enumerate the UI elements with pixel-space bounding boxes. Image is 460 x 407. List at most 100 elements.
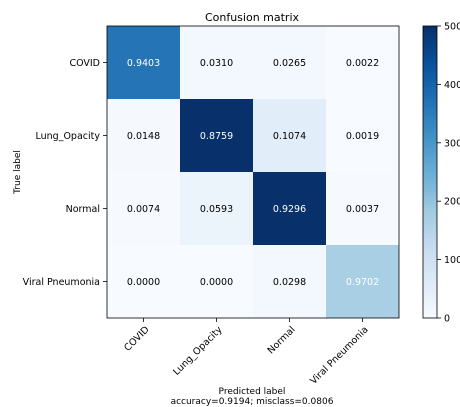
colorbar-segment: [423, 288, 437, 293]
colorbar-segment: [423, 75, 437, 80]
colorbar-segment: [423, 177, 437, 182]
colorbar-segment: [423, 303, 437, 307]
cell-value-label: 0.0265: [273, 58, 306, 69]
colorbar-segment: [423, 145, 437, 150]
colorbar-segment: [423, 166, 437, 170]
colorbar-segment: [423, 28, 437, 33]
colorbar-segment: [423, 122, 437, 126]
colorbar-tick-label: 200: [444, 197, 460, 208]
colorbar-segment: [423, 154, 437, 158]
colorbar-segment: [423, 31, 437, 36]
colorbar-segment: [423, 253, 437, 258]
x-tick-label: Lung_Opacity: [171, 324, 225, 378]
y-axis-label: True label: [13, 150, 23, 195]
colorbar-segment: [423, 113, 437, 118]
cell-value-label: 0.9296: [273, 204, 306, 215]
colorbar-segment: [423, 84, 437, 88]
matrix-cell: [180, 172, 253, 245]
colorbar-segment: [423, 40, 437, 45]
colorbar-segment: [423, 174, 437, 179]
colorbar-segment: [423, 131, 437, 135]
colorbar-segment: [423, 78, 437, 83]
matrix-cell: [253, 172, 326, 245]
cell-value-label: 0.8759: [200, 131, 233, 142]
colorbar-segment: [423, 245, 437, 249]
cell-value-label: 0.0310: [200, 58, 233, 69]
colorbar-segment: [423, 101, 437, 106]
colorbar-segment: [423, 61, 437, 65]
colorbar: 0 100 200 300 400 500: [422, 22, 460, 325]
colorbar-segment: [423, 242, 437, 246]
matrix-cell: [253, 245, 326, 318]
colorbar-segment: [423, 58, 437, 62]
colorbar-segment: [423, 128, 437, 132]
y-tick-label: COVID: [69, 58, 100, 69]
colorbar-segment: [423, 192, 437, 196]
colorbar-segment: [423, 227, 437, 231]
x-tick-label: Normal: [266, 324, 298, 356]
matrix-cell: [180, 245, 253, 318]
colorbar-segment: [423, 265, 437, 269]
colorbar-segment: [423, 160, 437, 164]
colorbar-tick-label: 500: [444, 22, 460, 33]
colorbar-segment: [423, 148, 437, 153]
colorbar-segment: [423, 262, 437, 267]
colorbar-segment: [423, 198, 437, 202]
colorbar-segment: [423, 107, 437, 112]
colorbar-segment: [423, 285, 437, 290]
colorbar-segment: [423, 212, 437, 217]
colorbar-segment: [423, 280, 437, 284]
colorbar-segment: [423, 291, 437, 296]
colorbar-segment: [423, 104, 437, 109]
matrix-cell: [326, 245, 399, 318]
colorbar-tick-label: 300: [444, 138, 460, 149]
colorbar-segment: [423, 236, 437, 240]
colorbar-segment: [423, 142, 437, 147]
colorbar-segment: [423, 274, 437, 278]
matrix-cell: [180, 99, 253, 172]
matrix-cells: [107, 26, 399, 318]
colorbar-tick-label: 400: [444, 80, 460, 91]
cell-value-label: 0.0037: [346, 204, 379, 215]
matrix-cell: [107, 26, 180, 99]
colorbar-segment: [423, 136, 437, 141]
y-tick-label: Viral Pneumonia: [23, 277, 100, 288]
matrix-cell: [326, 26, 399, 99]
cell-value-label: 0.1074: [273, 131, 306, 142]
colorbar-segment: [423, 172, 437, 176]
colorbar-segment: [423, 268, 437, 272]
colorbar-segment: [423, 180, 437, 185]
cell-value-label: 0.0298: [273, 277, 306, 288]
colorbar-segment: [423, 151, 437, 156]
colorbar-segment: [423, 209, 437, 214]
colorbar-segment: [423, 230, 437, 234]
colorbar-segment: [423, 277, 437, 281]
matrix-cell: [326, 99, 399, 172]
colorbar-segment: [423, 163, 437, 167]
colorbar-segment: [423, 294, 437, 299]
colorbar-segment: [423, 186, 437, 191]
colorbar-segment: [423, 72, 437, 77]
colorbar-segment: [423, 183, 437, 188]
accuracy-summary: accuracy=0.9194; misclass=0.0806: [171, 397, 334, 407]
colorbar-segment: [423, 239, 437, 243]
colorbar-segment: [423, 201, 437, 205]
colorbar-segment: [423, 90, 437, 94]
colorbar-tick-label: 100: [444, 255, 460, 266]
matrix-frame: [106, 25, 400, 319]
colorbar-segment: [423, 37, 437, 42]
matrix-cell: [253, 99, 326, 172]
colorbar-segment: [423, 204, 437, 208]
x-tick-label: Viral Pneumonia: [308, 324, 370, 386]
colorbar-segment: [423, 66, 437, 71]
colorbar-segment: [423, 34, 437, 39]
colorbar-segment: [423, 297, 437, 302]
colorbar-segment: [423, 116, 437, 121]
colorbar-segment: [423, 300, 437, 304]
colorbar-segment: [423, 312, 437, 316]
colorbar-segment: [423, 169, 437, 173]
matrix-cell: [253, 26, 326, 99]
colorbar-segment: [423, 43, 437, 48]
